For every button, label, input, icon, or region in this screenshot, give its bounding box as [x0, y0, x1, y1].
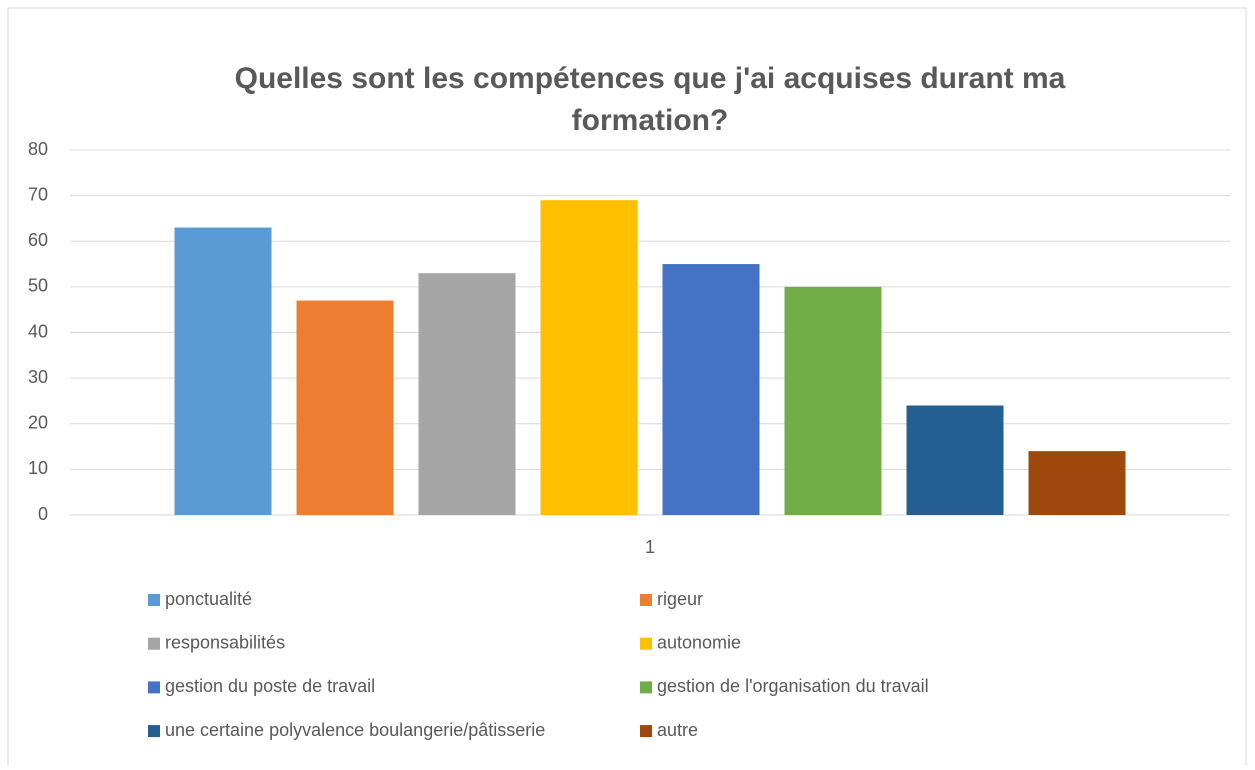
legend-swatch — [148, 681, 160, 694]
bar — [540, 200, 638, 515]
bar — [418, 273, 516, 515]
legend-label: gestion du poste de travail — [165, 676, 375, 696]
legend-label: ponctualité — [165, 589, 252, 609]
legend-swatch — [640, 637, 652, 650]
bar — [662, 264, 760, 515]
x-tick-label: 1 — [645, 537, 655, 557]
legend-label: une certaine polyvalence boulangerie/pât… — [165, 720, 545, 740]
bar — [174, 227, 272, 515]
legend-swatch — [148, 594, 160, 606]
y-tick-label: 60 — [28, 230, 48, 250]
legend-swatch — [640, 725, 652, 738]
legend-swatch — [148, 725, 160, 738]
chart-title: formation? — [572, 104, 729, 137]
y-tick-label: 40 — [28, 321, 48, 341]
legend-swatch — [640, 681, 652, 694]
y-tick-label: 50 — [28, 276, 48, 296]
legend-label: responsabilités — [165, 632, 285, 652]
y-tick-label: 10 — [28, 458, 48, 478]
bar — [906, 405, 1004, 515]
chart-border — [7, 7, 1247, 770]
y-tick-label: 70 — [28, 184, 48, 204]
chart-title: Quelles sont les compétences que j'ai ac… — [235, 62, 1066, 95]
legend-swatch — [148, 637, 160, 650]
y-tick-label: 0 — [38, 504, 48, 524]
legend-swatch — [640, 594, 652, 606]
legend-label: autonomie — [657, 632, 741, 652]
y-tick-label: 30 — [28, 367, 48, 387]
legend-label: autre — [657, 720, 698, 740]
legend-label: gestion de l'organisation du travail — [657, 676, 929, 696]
y-tick-label: 80 — [28, 139, 48, 159]
bar — [296, 300, 394, 515]
bar — [1028, 451, 1126, 515]
legend-label: rigeur — [657, 589, 703, 609]
y-tick-label: 20 — [28, 413, 48, 433]
bar — [784, 286, 882, 515]
